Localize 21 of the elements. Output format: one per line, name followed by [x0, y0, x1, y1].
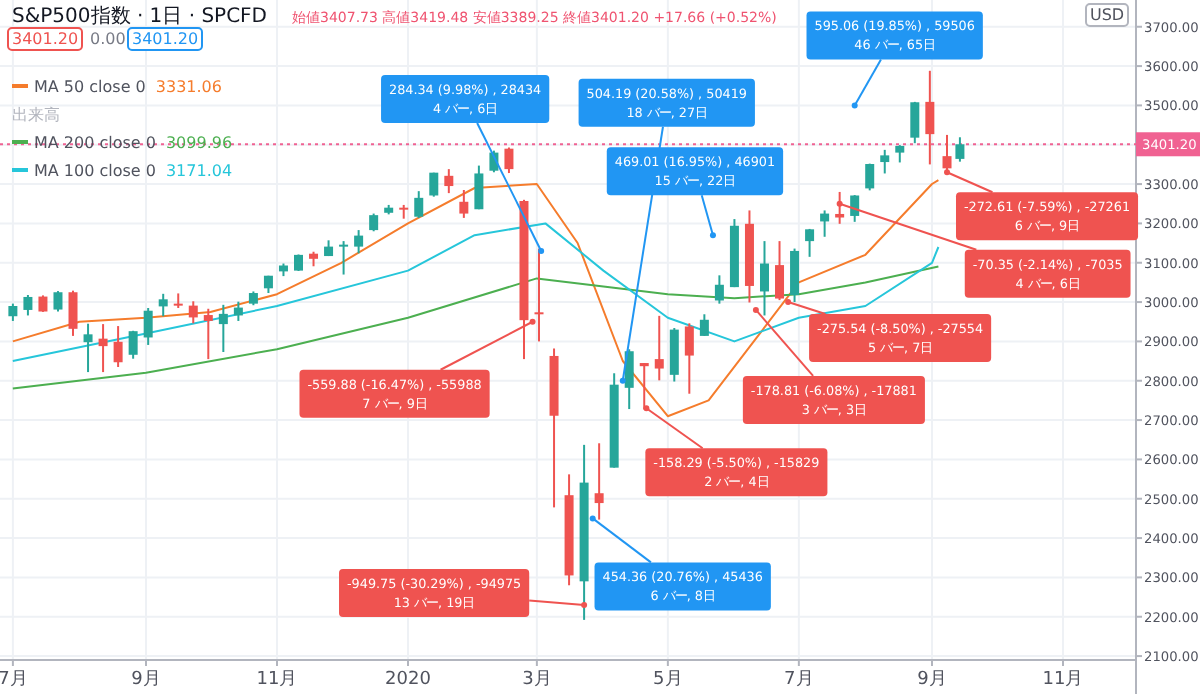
x-tick-label: 11月: [256, 670, 298, 690]
annotation: 出来高: [12, 106, 60, 124]
x-tick-label: 5月: [653, 670, 683, 690]
annotation: USD: [1090, 6, 1125, 24]
x-tick-label: 9月: [917, 670, 947, 690]
x-tick-label: 11月: [1042, 670, 1084, 690]
x-tick-label: 7月: [784, 670, 814, 690]
x-tick-label: 2020: [385, 670, 432, 690]
annotation: 3401.20: [132, 30, 199, 48]
x-tick-label: 7月: [0, 670, 28, 690]
x-tick-label: 9月: [131, 670, 161, 690]
legend-label: MA 200 close 0: [34, 134, 156, 152]
annotation: 3099.96: [165, 134, 233, 152]
legend-label: MA 100 close 0: [34, 162, 156, 180]
annotation: 3171.04: [165, 162, 233, 180]
chart-title: S&P500指数 · 1日 · SPCFD: [12, 4, 268, 28]
annotation: 3331.06: [155, 78, 222, 96]
x-tick-label: 3月: [522, 670, 552, 690]
legend-label: MA 50 close 0: [34, 78, 146, 96]
annotation: 0.00: [90, 30, 126, 48]
annotation: 3401.20: [12, 30, 79, 48]
